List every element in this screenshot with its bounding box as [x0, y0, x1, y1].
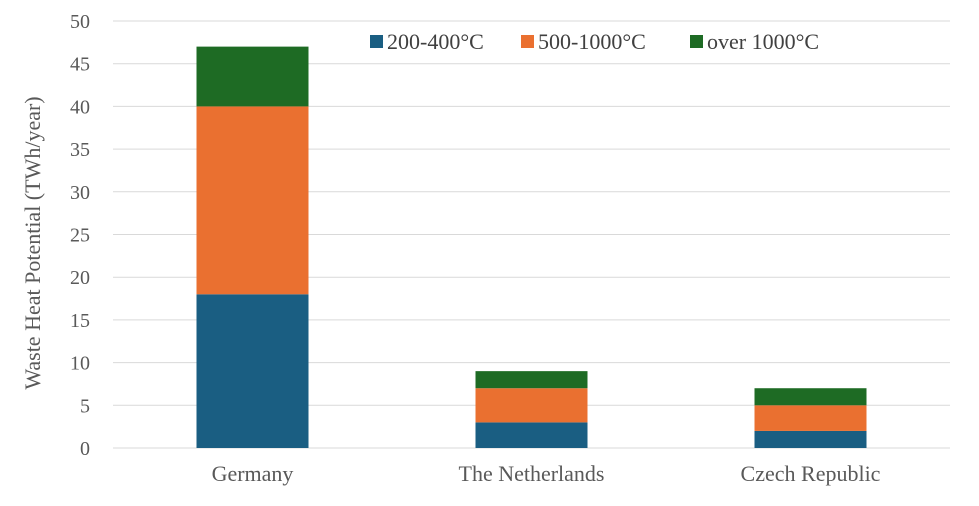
y-tick-label: 5	[80, 395, 90, 417]
y-tick-label: 40	[70, 96, 90, 118]
bar-segment-2-3	[754, 405, 867, 431]
legend: 200-400°C 500-1000°C over 1000°C	[370, 29, 819, 54]
y-tick-label: 50	[70, 11, 90, 33]
bar-segment-2-1	[196, 106, 309, 295]
bar-segment-1-2	[475, 422, 588, 448]
bar-segment-3-1	[196, 46, 309, 107]
y-tick-label: 20	[70, 267, 90, 289]
y-tick-label: 45	[70, 54, 90, 76]
x-category-label: Czech Republic	[741, 461, 881, 486]
x-category-label: Germany	[212, 461, 294, 486]
y-tick-label: 10	[70, 353, 90, 375]
legend-swatch	[690, 35, 703, 48]
y-axis-title: Waste Heat Potential (TWh/year)	[20, 96, 45, 389]
y-tick-label: 15	[70, 310, 90, 332]
x-category-label: The Netherlands	[459, 461, 605, 486]
y-tick-label: 25	[70, 225, 90, 247]
y-axis-ticks: 0 5 10 15 20 25 30 35 40 45 50	[70, 11, 90, 460]
legend-swatch	[370, 35, 383, 48]
bar-segment-2-2	[475, 388, 588, 423]
legend-swatch	[521, 35, 534, 48]
bar-segment-1-1	[196, 294, 309, 448]
legend-label: 200-400°C	[387, 29, 484, 54]
bar-segment-3-3	[754, 388, 867, 406]
bar-segment-3-2	[475, 371, 588, 389]
y-tick-label: 30	[70, 182, 90, 204]
bars	[196, 46, 867, 448]
y-tick-label: 35	[70, 139, 90, 161]
y-tick-label: 0	[80, 438, 90, 460]
legend-label: over 1000°C	[707, 29, 819, 54]
bar-segment-1-3	[754, 430, 867, 448]
legend-label: 500-1000°C	[538, 29, 646, 54]
x-axis-labels: Germany The Netherlands Czech Republic	[212, 461, 881, 486]
